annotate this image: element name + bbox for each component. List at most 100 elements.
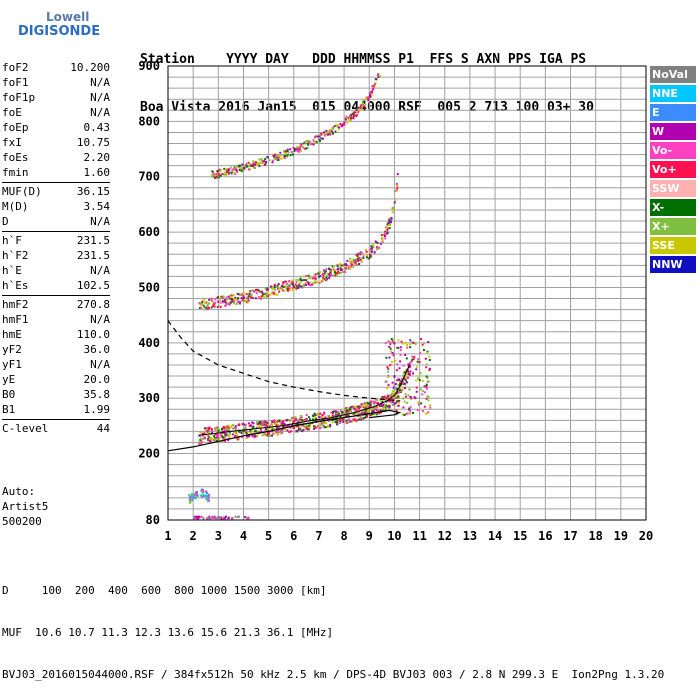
trace-point [339,262,342,265]
trace-point [271,291,274,294]
trace-point [320,421,323,424]
param-row: M(D) 3.54 [2,199,110,214]
trace-point [245,293,248,296]
trace-point [243,167,246,170]
trace-point [247,301,250,304]
auto-label: Auto: [2,485,36,498]
trace-point [278,419,281,422]
trace-point [328,417,331,420]
trace-point [189,497,192,500]
trace-point [286,149,289,152]
trace-point [219,436,222,439]
trace-point [248,165,251,168]
trace-point [201,491,204,494]
trace-point [339,267,342,270]
trace-point [245,296,248,299]
trace-point [214,438,217,441]
trace-point [277,156,280,159]
trace-point [344,263,347,266]
trace-point [198,302,201,305]
trace-point [397,395,400,398]
trace-point [261,292,264,295]
trace-point [225,432,228,435]
trace-point [286,154,289,157]
trace-point [337,270,340,273]
trace-point [233,166,236,169]
trace-point [276,426,279,429]
trace-point [209,436,212,439]
trace-point [356,413,359,416]
trace-point [315,140,318,143]
param-name: MUF(D) [2,185,42,198]
trace-point [420,338,423,341]
trace-point [201,300,204,303]
trace-point [336,419,339,422]
trace-point [208,440,211,443]
trace-point [200,301,203,304]
trace-point [293,419,296,422]
trace-point [382,405,385,408]
trace-point [425,366,428,369]
trace-point [225,434,228,437]
trace-point [201,495,204,498]
trace-point [296,150,299,153]
trace-point [332,132,335,135]
trace-point [252,163,255,166]
trace-point [314,273,317,276]
trace-point [423,386,426,389]
trace-point [375,405,378,408]
trace-point [204,427,207,430]
trace-point [362,255,365,258]
trace-point [376,241,379,244]
trace-point [197,494,200,497]
trace-point [234,515,237,518]
trace-point [336,265,339,268]
param-row: foF1p N/A [2,90,110,105]
trace-point [244,427,247,430]
trace-point [370,94,373,97]
trace-point [352,412,355,415]
param-row: yF2 36.0 [2,342,110,357]
trace-point [379,409,382,412]
trace-point [242,299,245,302]
trace-point [358,262,361,265]
trace-point [389,347,392,350]
trace-point [415,368,418,371]
trace-point [354,259,357,262]
trace-point [406,381,409,384]
trace-point [403,386,406,389]
trace-point [336,264,339,267]
param-value: 35.8 [83,388,111,401]
trace-point [276,154,279,157]
param-row: hmF1 N/A [2,312,110,327]
param-value: 20.0 [83,373,111,386]
trace-point [217,433,220,436]
trace-point [266,287,269,290]
trace-point [331,414,334,417]
trace-point [278,428,281,431]
trace-point [221,517,224,520]
trace-point [424,412,427,415]
trace-point [254,161,257,164]
trace-point [252,422,255,425]
trace-point [225,174,228,177]
trace-point [387,370,390,373]
trace-point [427,399,430,402]
trace-point [322,269,325,272]
trace-point [358,418,361,421]
trace-point [305,418,308,421]
trace-point [331,418,334,421]
y-tick-label: 700 [138,170,160,184]
legend-item: Vo+ [650,161,696,178]
trace-point [293,286,296,289]
trace-point [199,306,202,309]
trace-point [393,396,396,399]
ionogram-chart: 1 2 3 4 5 6 7 8 9 10 11 12 13 14 15 16 17 18 19 20802003004… [138,59,653,543]
trace-point [379,242,382,245]
trace-point [243,168,246,171]
param-value: N/A [90,76,110,89]
param-name: foE [2,106,22,119]
trace-point [407,394,410,397]
trace-point [386,223,389,226]
trace-point [220,432,223,435]
